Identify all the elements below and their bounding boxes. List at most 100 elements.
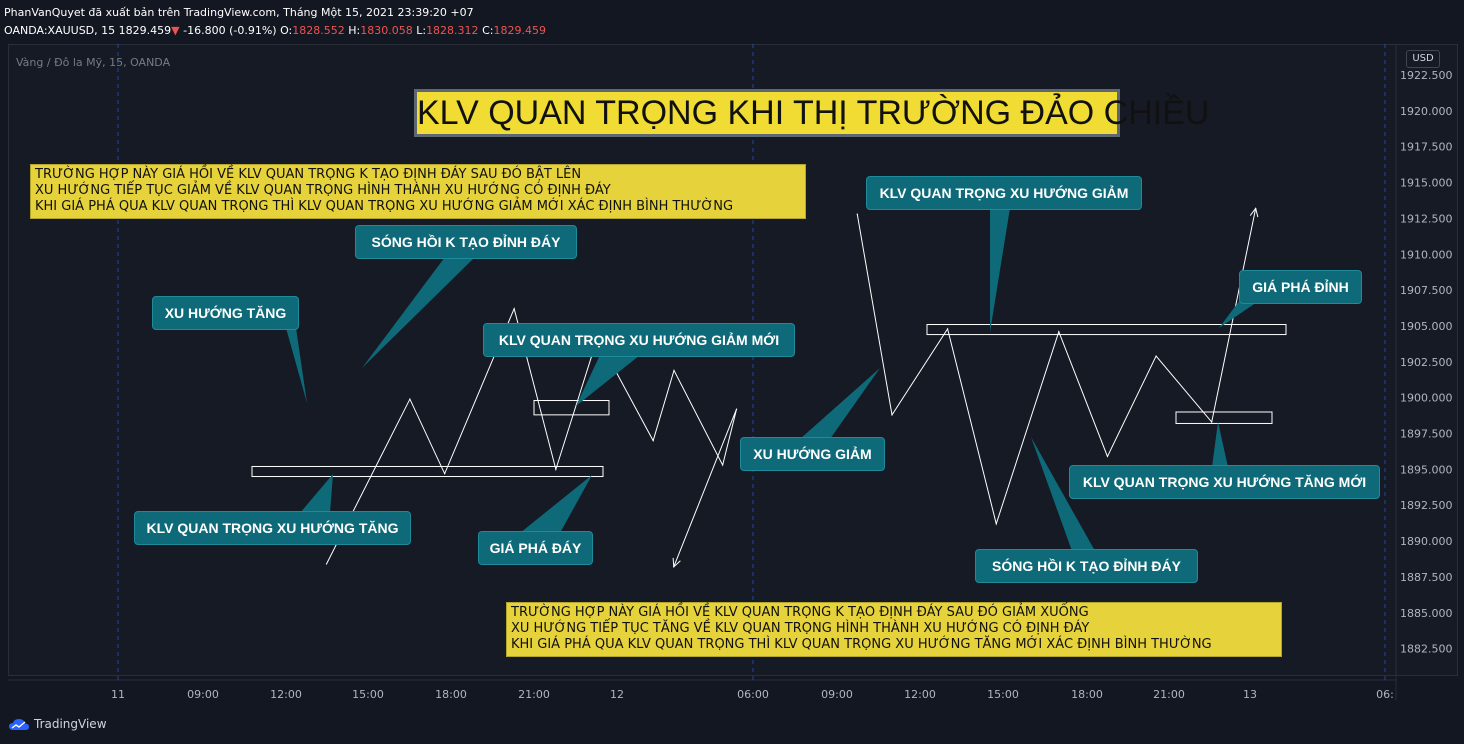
- arrowheads: [672, 207, 1259, 568]
- price-change: -16.800 (-0.91%): [183, 24, 277, 37]
- note-top-line-1: TRƯỜNG HỢP NÀY GIÁ HỒI VỀ KLV QUAN TRỌNG…: [35, 167, 582, 182]
- series-point: [735, 408, 738, 410]
- x-tick-label: 06:: [1376, 688, 1394, 701]
- x-tick-label: 06:00: [737, 688, 769, 701]
- note-top: TRƯỜNG HỢP NÀY GIÁ HỒI VỀ KLV QUAN TRỌNG…: [30, 164, 806, 219]
- series-point: [325, 563, 328, 565]
- high-label: H:: [348, 24, 361, 37]
- y-tick-label: 1882.500: [1400, 643, 1453, 656]
- klv-zone-3: [926, 324, 1287, 336]
- currency-button[interactable]: USD: [1406, 50, 1440, 68]
- callout-xu-huong-tang: XU HƯỚNG TĂNG: [152, 296, 299, 330]
- y-tick-label: 1902.500: [1400, 356, 1453, 369]
- y-tick-label: 1905.000: [1400, 320, 1453, 333]
- x-tick-label: 21:00: [518, 688, 550, 701]
- series-point: [1106, 455, 1109, 458]
- callout-pointer-1: [362, 257, 475, 368]
- cloud-icon: [9, 719, 29, 730]
- low-value: 1828.312: [426, 24, 479, 37]
- y-tick-label: 1897.500: [1400, 428, 1453, 441]
- x-tick-label: 21:00: [1153, 688, 1185, 701]
- y-tick-label: 1885.000: [1400, 607, 1453, 620]
- note-top-line-2: XU HƯỚNG TIẾP TỤC GIẢM VỀ KLV QUAN TRỌNG…: [35, 183, 611, 198]
- open-label: O:: [280, 24, 293, 37]
- callout-klv-tang-moi: KLV QUAN TRỌNG XU HƯỚNG TĂNG MỚI: [1069, 465, 1380, 499]
- symbol-interval[interactable]: OANDA:XAUUSD, 15: [4, 24, 116, 37]
- callout-pointer-5: [520, 475, 592, 533]
- note-bottom-line-3: KHI GIÁ PHÁ QUA KLV QUAN TRỌNG THÌ KLV Q…: [511, 637, 1212, 652]
- callout-pointers: [286, 208, 1260, 551]
- series-point: [722, 464, 724, 466]
- callout-song-hoi-2: SÓNG HỒI K TẠO ĐỈNH ĐÁY: [975, 549, 1198, 583]
- x-tick-label: 18:00: [1071, 688, 1103, 701]
- x-tick-label: 15:00: [352, 688, 384, 701]
- series-point: [555, 468, 557, 470]
- x-tick-label: 12:00: [904, 688, 936, 701]
- callout-xu-huong-giam: XU HƯỚNG GIẢM: [740, 437, 885, 471]
- callout-gia-pha-dinh: GIÁ PHÁ ĐỈNH: [1239, 270, 1362, 304]
- close-label: C:: [482, 24, 494, 37]
- callout-pointer-8: [800, 368, 880, 439]
- klv-zones: [251, 324, 1287, 478]
- series-point: [1155, 355, 1157, 357]
- callout-pointer-3: [576, 355, 640, 406]
- callout-pointer-10: [1031, 437, 1095, 551]
- y-tick-label: 1900.000: [1400, 392, 1453, 405]
- arrowhead-2: [1249, 207, 1259, 218]
- x-tick-label: 12: [610, 688, 624, 701]
- low-label: L:: [416, 24, 427, 37]
- y-tick-label: 1910.000: [1400, 248, 1453, 261]
- klv-zone-2: [533, 400, 610, 416]
- series-point: [652, 440, 654, 442]
- close-value: 1829.459: [493, 24, 546, 37]
- series-point: [409, 398, 411, 400]
- symbol-description: Vàng / Đô la Mỹ, 15, OANDA: [16, 56, 171, 69]
- y-tick-label: 1912.500: [1400, 212, 1453, 225]
- y-tick-label: 1917.500: [1400, 141, 1453, 154]
- publisher-line: PhanVanQuyet đã xuất bản trên TradingVie…: [4, 6, 474, 19]
- chart-pane[interactable]: [8, 44, 1458, 676]
- x-tick-label: 12:00: [270, 688, 302, 701]
- session-separators: [117, 44, 1386, 680]
- callout-pointer-4: [300, 474, 333, 513]
- time-axis[interactable]: 11 09:00 12:00 15:00 18:00 21:00 12 06:00 09:00 1…: [111, 688, 1394, 701]
- last-price: 1829.459: [118, 24, 172, 37]
- klv-zone-4: [1175, 411, 1273, 424]
- note-bottom: TRƯỜNG HỢP NÀY GIÁ HỒI VỀ KLV QUAN TRỌNG…: [506, 602, 1282, 657]
- x-tick-label: 09:00: [821, 688, 853, 701]
- note-bottom-line-2: XU HƯỚNG TIẾP TỤC TĂNG VỀ KLV QUAN TRỌNG…: [511, 621, 1090, 636]
- series-point: [444, 473, 446, 475]
- series-point: [513, 308, 515, 310]
- callout-pointer-2: [286, 328, 307, 403]
- x-tick-label: 09:00: [187, 688, 219, 701]
- note-top-line-3: KHI GIÁ PHÁ QUA KLV QUAN TRỌNG THÌ KLV Q…: [35, 199, 734, 214]
- open-value: 1828.552: [292, 24, 345, 37]
- x-tick-label: 18:00: [435, 688, 467, 701]
- price-axis[interactable]: 1922.500 1920.000 1917.500 1915.000 1912.500…: [1400, 69, 1453, 656]
- x-tick-label: 11: [111, 688, 125, 701]
- klv-zone-1: [251, 465, 604, 478]
- arrowhead-1: [672, 557, 681, 568]
- down-arrow-icon: ▼: [171, 24, 180, 37]
- x-tick-label: 13: [1243, 688, 1257, 701]
- series-point: [947, 328, 949, 330]
- y-tick-label: 1920.000: [1400, 105, 1453, 118]
- callout-klv-giam-moi: KLV QUAN TRỌNG XU HƯỚNG GIẢM MỚI: [483, 323, 795, 357]
- callout-gia-pha-day: GIÁ PHÁ ĐÁY: [478, 531, 593, 565]
- callout-song-hoi-1: SÓNG HỒI K TẠO ĐỈNH ĐÁY: [355, 225, 577, 259]
- y-tick-label: 1892.500: [1400, 499, 1453, 512]
- chart-title: KLV QUAN TRỌNG KHI THỊ TRƯỜNG ĐẢO CHIỀU: [414, 89, 1209, 137]
- series-point: [995, 523, 997, 525]
- callout-pointer-9: [1212, 422, 1228, 467]
- y-tick-label: 1890.000: [1400, 535, 1453, 548]
- callout-klv-tang: KLV QUAN TRỌNG XU HƯỚNG TĂNG: [134, 511, 411, 545]
- tradingview-logo[interactable]: TradingView: [8, 717, 107, 731]
- y-tick-label: 1887.500: [1400, 571, 1453, 584]
- note-bottom-line-1: TRƯỜNG HỢP NÀY GIÁ HỒI VỀ KLV QUAN TRỌNG…: [511, 605, 1089, 620]
- y-tick-label: 1907.500: [1400, 284, 1453, 297]
- y-tick-label: 1922.500: [1400, 69, 1453, 82]
- x-tick-label: 15:00: [987, 688, 1019, 701]
- series-point: [1058, 331, 1060, 333]
- callout-pointer-6: [990, 208, 1010, 332]
